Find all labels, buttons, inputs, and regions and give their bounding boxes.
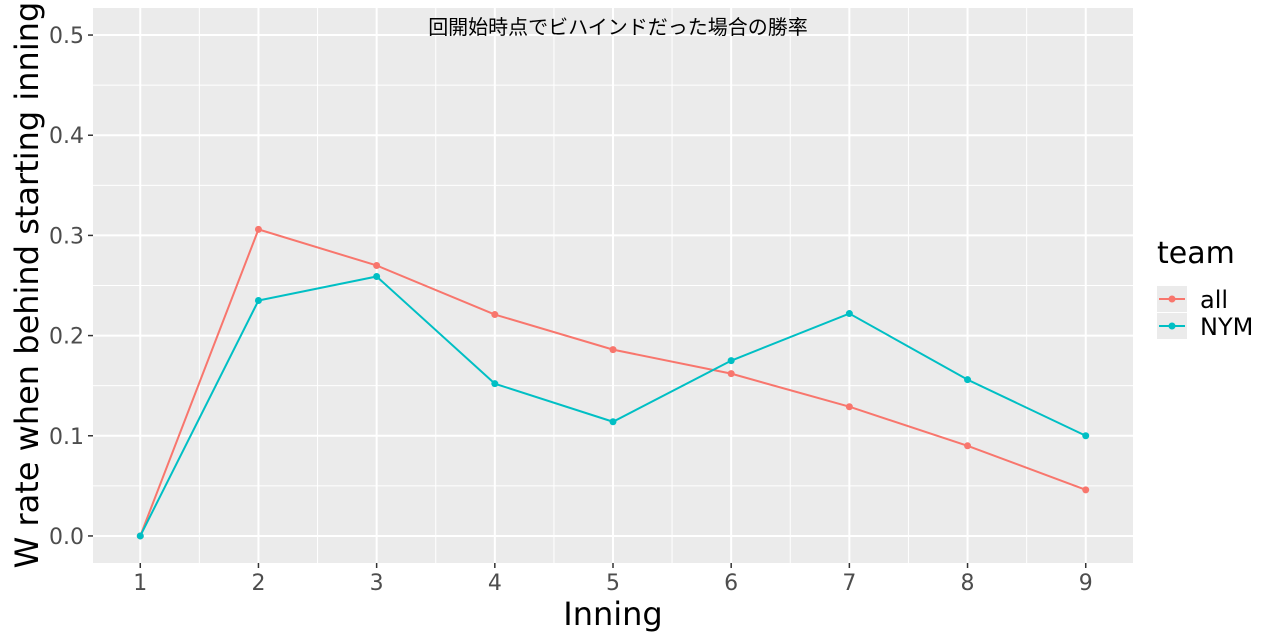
data-point — [845, 310, 853, 318]
data-point — [491, 311, 499, 319]
x-tick-label: 7 — [842, 571, 856, 596]
data-point — [609, 346, 617, 354]
x-axis-title: Inning — [563, 595, 662, 633]
data-point — [727, 370, 735, 378]
legend-item-nym: NYM — [1157, 313, 1253, 341]
data-point — [254, 225, 262, 233]
y-tick-label: 0.0 — [49, 525, 84, 550]
legend-key-point — [1168, 295, 1176, 303]
y-tick-label: 0.1 — [49, 425, 84, 450]
x-tick-label: 8 — [961, 571, 975, 596]
y-tick-label: 0.3 — [49, 224, 84, 249]
data-point — [373, 272, 381, 280]
series-layer — [136, 225, 1090, 540]
x-tick-label: 1 — [133, 571, 147, 596]
x-tick-label: 5 — [606, 571, 620, 596]
data-point — [254, 297, 262, 305]
x-axis: 1 2 3 4 5 6 7 8 9 — [133, 563, 1093, 596]
y-axis-title: W rate when behind starting inning — [8, 2, 46, 569]
major-gridlines — [93, 8, 1133, 563]
series-nym — [136, 272, 1090, 540]
x-tick-label: 6 — [724, 571, 738, 596]
data-point — [609, 418, 617, 426]
legend-label: all — [1200, 286, 1228, 314]
y-tick-label: 0.2 — [49, 325, 84, 350]
data-point — [845, 403, 853, 411]
x-tick-label: 4 — [488, 571, 502, 596]
data-point — [964, 442, 972, 450]
data-point — [491, 380, 499, 388]
data-point — [373, 261, 381, 269]
data-point — [136, 532, 144, 540]
data-point — [727, 357, 735, 365]
data-point — [1082, 432, 1090, 440]
legend-item-all: all — [1157, 286, 1228, 314]
x-tick-label: 3 — [370, 571, 384, 596]
chart-title: 回開始時点でビハインドだった場合の勝率 — [428, 15, 808, 39]
legend-label: NYM — [1200, 313, 1253, 341]
legend-title: team — [1157, 236, 1235, 271]
legend-key-point — [1168, 322, 1176, 330]
x-tick-label: 2 — [251, 571, 265, 596]
x-tick-label: 9 — [1079, 571, 1093, 596]
y-tick-label: 0.4 — [49, 124, 84, 149]
data-point — [1082, 486, 1090, 494]
y-tick-label: 0.5 — [49, 24, 84, 49]
y-axis: 0.0 0.1 0.2 0.3 0.4 0.5 — [49, 24, 93, 550]
data-point — [964, 376, 972, 384]
